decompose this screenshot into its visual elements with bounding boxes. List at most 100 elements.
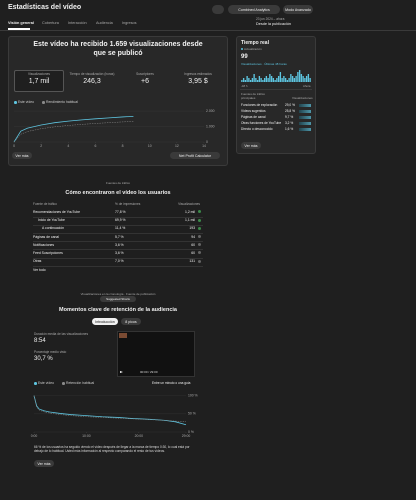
bar: [255, 78, 257, 82]
kicker: Fuentes de tráfico: [105, 181, 130, 185]
legend-swatch: [34, 382, 37, 385]
table-cell: Páginas de canal: [33, 234, 60, 239]
column-header: % de impresiones: [115, 202, 141, 206]
legend-swatch: [62, 382, 65, 385]
x-tick-label: 14: [202, 144, 206, 148]
tab[interactable]: Cobertura: [42, 21, 59, 25]
stat-label: Duración media de las visualizaciones: [34, 332, 89, 336]
table-cell: 77,8 %: [115, 210, 126, 214]
metric-label: Visualizaciones: [28, 72, 50, 76]
x-tick-label: 0:00: [31, 434, 38, 438]
source-spark: [299, 127, 311, 131]
tab[interactable]: Ingresos: [122, 21, 137, 25]
table-cell: Notificaciones: [33, 242, 55, 247]
bar-chart: [241, 70, 311, 82]
legend-swatch: [42, 101, 45, 104]
sources-title: Fuentes de tráfico principales: [241, 92, 266, 100]
y-tick-label: 2.000: [206, 109, 215, 113]
tab-underline: [8, 28, 30, 30]
bar: [302, 76, 304, 82]
table-cell: 1,2 mil: [185, 210, 195, 214]
table-cell: 11,4 %: [115, 226, 126, 231]
bar: [290, 74, 292, 82]
metric-value: 246,3: [83, 78, 101, 85]
bar: [260, 78, 262, 82]
bar: [267, 78, 269, 82]
tab[interactable]: Introducción: [92, 318, 118, 325]
table-cell: 69,9 %: [115, 218, 126, 223]
icon-button[interactable]: [212, 5, 224, 14]
realtime-card: [236, 36, 316, 154]
tab[interactable]: 8 picos: [121, 318, 141, 325]
video-player[interactable]: [117, 331, 195, 377]
bar: [277, 76, 280, 82]
y-tick-label: 0 %: [188, 430, 194, 434]
button[interactable]: Ver más: [12, 152, 32, 159]
source-name: Vídeos sugeridos: [241, 109, 266, 113]
advanced-mode-button[interactable]: Modo Avanzado: [283, 5, 313, 14]
button[interactable]: Ver más: [34, 460, 54, 467]
source-spark: [299, 103, 311, 107]
table-cell: 1,1 mil: [185, 218, 195, 223]
realtime-value: 99: [241, 54, 248, 60]
metric-value: 3,95 $: [188, 78, 208, 85]
bar: [248, 78, 250, 82]
combined-analytics-button[interactable]: Combined Analytics: [228, 5, 280, 14]
table-cell: Otras: [33, 259, 42, 264]
row-icon: [198, 210, 201, 214]
source-name: Páginas de canal: [241, 115, 266, 119]
y-tick-label: 100 %: [188, 394, 198, 398]
metric-label: Ingresos estimados: [184, 72, 212, 76]
summary-card: [8, 36, 228, 166]
x-tick-label: 12: [175, 144, 179, 148]
x-tick-label: 4: [67, 144, 69, 148]
tab[interactable]: Interacción: [68, 21, 87, 25]
bar: [258, 76, 261, 82]
row-icon: [198, 243, 201, 247]
source-value: 1,6 %: [285, 127, 294, 131]
legend-label: Rendimiento habitual: [46, 100, 78, 104]
x-tick-label: 8: [122, 144, 124, 148]
row-icon: [198, 234, 201, 238]
button[interactable]: Net Profit Calculator: [170, 152, 220, 159]
bar: [256, 80, 259, 82]
bar: [244, 80, 247, 82]
series-line: [13, 121, 134, 143]
x-tick-label: 10:00: [82, 434, 91, 438]
source-value: 25,8 %: [285, 109, 295, 113]
x-tick-label: 0: [13, 144, 15, 148]
table-cell: 3,6 %: [115, 251, 124, 255]
bar: [298, 70, 301, 82]
source-spark: [299, 121, 311, 125]
date-label[interactable]: Desde la publicación: [256, 22, 292, 26]
bar: [288, 78, 290, 82]
source-name: Otras funciones de YouTube: [241, 121, 282, 125]
bar: [283, 76, 285, 82]
metric-label: Suscriptores: [136, 72, 154, 76]
bar: [251, 78, 254, 82]
tab[interactable]: Visión general: [8, 21, 34, 25]
x-tick-label: 10: [148, 144, 152, 148]
metric-value: +6: [141, 78, 149, 85]
legend-swatch: [14, 101, 17, 104]
y-tick-label: 1.000: [206, 124, 215, 128]
source-name: Funciones de exploración: [241, 103, 278, 107]
bar: [249, 80, 252, 82]
realtime-title: Tiempo real: [241, 40, 269, 46]
bar: [265, 76, 268, 82]
section-title: Momentos clave de retención de la audien…: [59, 307, 177, 313]
row-icon: [198, 251, 201, 255]
chip[interactable]: Suggested Shorts: [100, 296, 136, 302]
source-value: 29,0 %: [285, 103, 295, 107]
link[interactable]: Ver todo: [33, 268, 46, 272]
button[interactable]: Ver más: [241, 142, 261, 149]
tab[interactable]: Audiencia: [96, 21, 113, 25]
section-title: Cómo encontraron el vídeo los usuarios: [65, 190, 171, 196]
dropdown[interactable]: Entre un minuto o una guía: [152, 381, 191, 385]
note: 66 % de los usuarios ha seguido viendo e…: [34, 445, 190, 454]
video-thumb: [119, 333, 127, 338]
table-cell: Recomendaciones de YouTube: [33, 210, 81, 214]
legend-label: Este vídeo: [38, 381, 55, 385]
bar: [307, 74, 310, 82]
axis-label: -48 h: [241, 84, 248, 88]
